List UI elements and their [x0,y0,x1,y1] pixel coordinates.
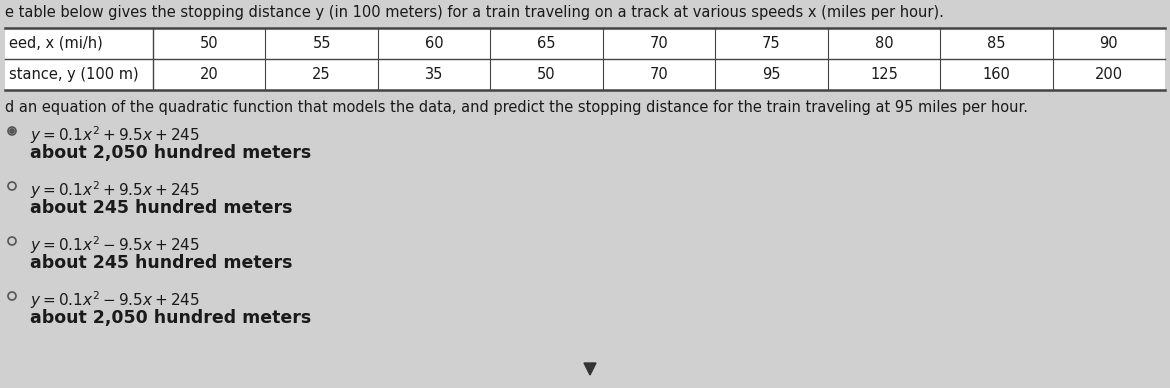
Text: 50: 50 [537,67,556,82]
Polygon shape [584,363,596,375]
Text: 65: 65 [537,36,556,51]
Text: 60: 60 [425,36,443,51]
Text: 55: 55 [312,36,331,51]
Text: $y = 0.1x^2 + 9.5x + 245$: $y = 0.1x^2 + 9.5x + 245$ [30,179,200,201]
Text: about 245 hundred meters: about 245 hundred meters [30,254,292,272]
Text: 95: 95 [762,67,780,82]
Text: 20: 20 [200,67,219,82]
Text: stance, y (100 m): stance, y (100 m) [9,67,138,82]
Text: $y = 0.1x^2 + 9.5x + 245$: $y = 0.1x^2 + 9.5x + 245$ [30,124,200,146]
Text: 160: 160 [983,67,1010,82]
Text: $y = 0.1x^2 - 9.5x + 245$: $y = 0.1x^2 - 9.5x + 245$ [30,234,200,256]
Circle shape [9,129,14,133]
Text: about 2,050 hundred meters: about 2,050 hundred meters [30,309,311,327]
Text: about 2,050 hundred meters: about 2,050 hundred meters [30,144,311,162]
Text: 85: 85 [987,36,1005,51]
Text: 25: 25 [312,67,331,82]
Text: about 245 hundred meters: about 245 hundred meters [30,199,292,217]
Text: 125: 125 [870,67,897,82]
Text: 75: 75 [762,36,780,51]
Text: d an equation of the quadratic function that models the data, and predict the st: d an equation of the quadratic function … [5,100,1028,115]
Text: 50: 50 [200,36,219,51]
Text: $y = 0.1x^2 - 9.5x + 245$: $y = 0.1x^2 - 9.5x + 245$ [30,289,200,311]
Text: 90: 90 [1100,36,1119,51]
Text: 35: 35 [425,67,443,82]
Text: 70: 70 [649,36,668,51]
Text: eed, x (mi/h): eed, x (mi/h) [9,36,103,51]
Text: 70: 70 [649,67,668,82]
Text: 80: 80 [875,36,893,51]
Text: e table below gives the stopping distance y (in 100 meters) for a train travelin: e table below gives the stopping distanc… [5,5,944,20]
Text: 200: 200 [1095,67,1123,82]
Bar [5,28,1165,90]
